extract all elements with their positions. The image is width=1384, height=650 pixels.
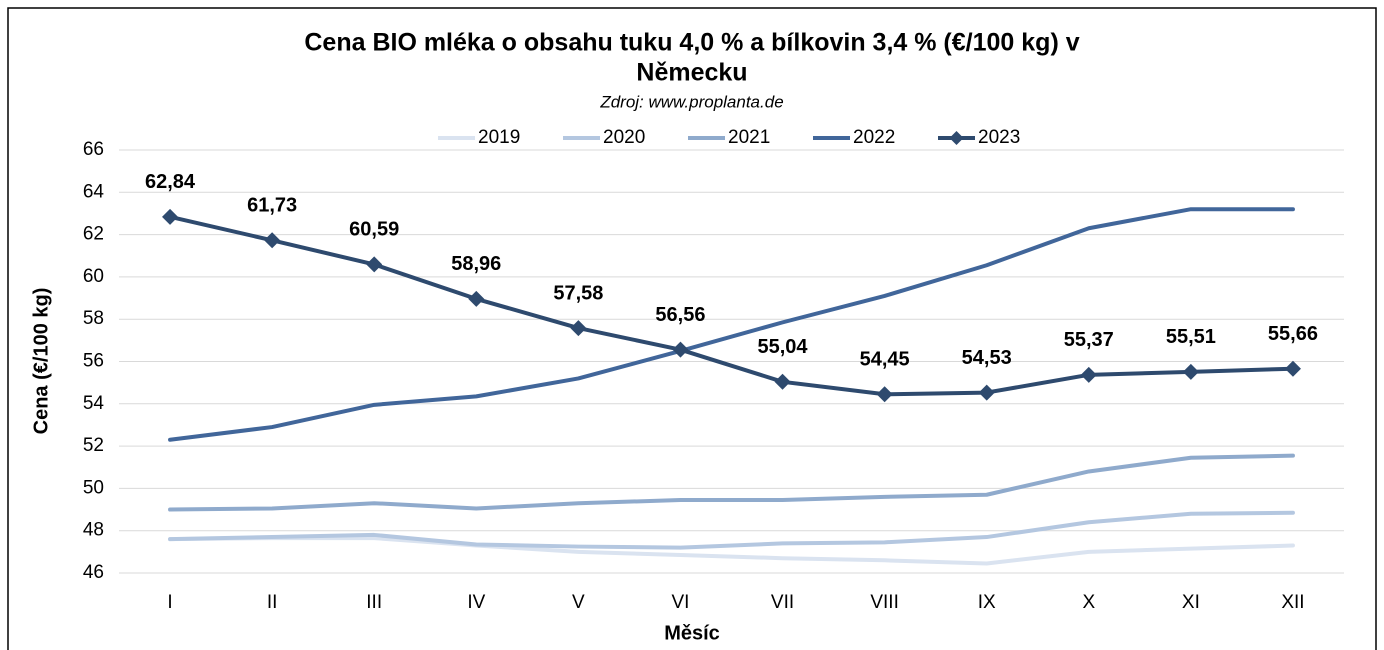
y-tick-label: 64 [83, 181, 105, 202]
x-tick-label: VIII [870, 592, 899, 613]
data-label: 62,84 [145, 171, 196, 193]
chart-subtitle: Zdroj: www.proplanta.de [599, 92, 783, 111]
data-label: 55,66 [1268, 323, 1318, 345]
marker [1080, 366, 1097, 383]
line-series [168, 453, 1295, 512]
legend-label: 2020 [603, 127, 645, 148]
y-tick-label: 56 [83, 351, 104, 372]
legend-label: 2023 [978, 127, 1020, 148]
chart-title: Německu [636, 59, 747, 87]
data-label: 54,53 [962, 347, 1012, 369]
y-tick-label: 62 [83, 224, 104, 245]
legend-label: 2022 [853, 127, 895, 148]
marker [1182, 363, 1199, 380]
y-tick-label: 60 [83, 266, 104, 287]
marker [366, 256, 383, 273]
legend-marker [949, 131, 964, 145]
chart-border [7, 7, 1377, 650]
data-label: 58,96 [451, 253, 501, 275]
y-tick-label: 54 [83, 393, 105, 414]
data-label: 60,59 [349, 219, 399, 241]
x-tick-label: II [267, 592, 278, 613]
data-label: 55,04 [758, 336, 809, 358]
line-series [168, 510, 1295, 550]
y-tick-label: 52 [83, 435, 104, 456]
marker [672, 341, 689, 358]
y-tick-label: 50 [83, 477, 104, 498]
data-label: 56,56 [655, 304, 705, 326]
x-tick-label: XII [1281, 592, 1304, 613]
x-tick-label: VI [671, 592, 689, 613]
marker [1284, 360, 1301, 377]
marker [978, 384, 995, 401]
y-tick-label: 58 [83, 308, 104, 329]
marker [774, 373, 791, 390]
data-label: 57,58 [553, 282, 603, 304]
y-tick-label: 46 [83, 562, 104, 583]
marker [162, 208, 179, 225]
x-tick-label: IX [978, 592, 996, 613]
x-tick-label: XI [1182, 592, 1200, 613]
x-tick-label: IV [467, 592, 485, 613]
line-series [168, 536, 1295, 566]
data-label: 55,51 [1166, 326, 1216, 348]
marker [570, 320, 587, 337]
chart-title: Cena BIO mléka o obsahu tuku 4,0 % a bíl… [304, 29, 1079, 57]
line-series [168, 207, 1295, 442]
x-tick-label: I [167, 592, 172, 613]
x-tick-label: X [1082, 592, 1095, 613]
y-tick-label: 66 [83, 139, 104, 160]
x-tick-label: VII [771, 592, 794, 613]
marker [264, 232, 281, 249]
y-tick-label: 48 [83, 520, 104, 541]
data-label: 61,73 [247, 195, 297, 217]
marker [468, 290, 485, 307]
x-axis-label: Měsíc [664, 622, 720, 644]
data-label: 55,37 [1064, 329, 1114, 351]
legend-label: 2019 [478, 127, 520, 148]
line-series [168, 214, 1295, 397]
legend-label: 2021 [728, 127, 770, 148]
data-label: 54,45 [860, 349, 910, 371]
marker [876, 386, 893, 403]
x-tick-label: V [572, 592, 585, 613]
x-tick-label: III [366, 592, 382, 613]
y-axis-label: Cena (€/100 kg) [30, 288, 52, 435]
